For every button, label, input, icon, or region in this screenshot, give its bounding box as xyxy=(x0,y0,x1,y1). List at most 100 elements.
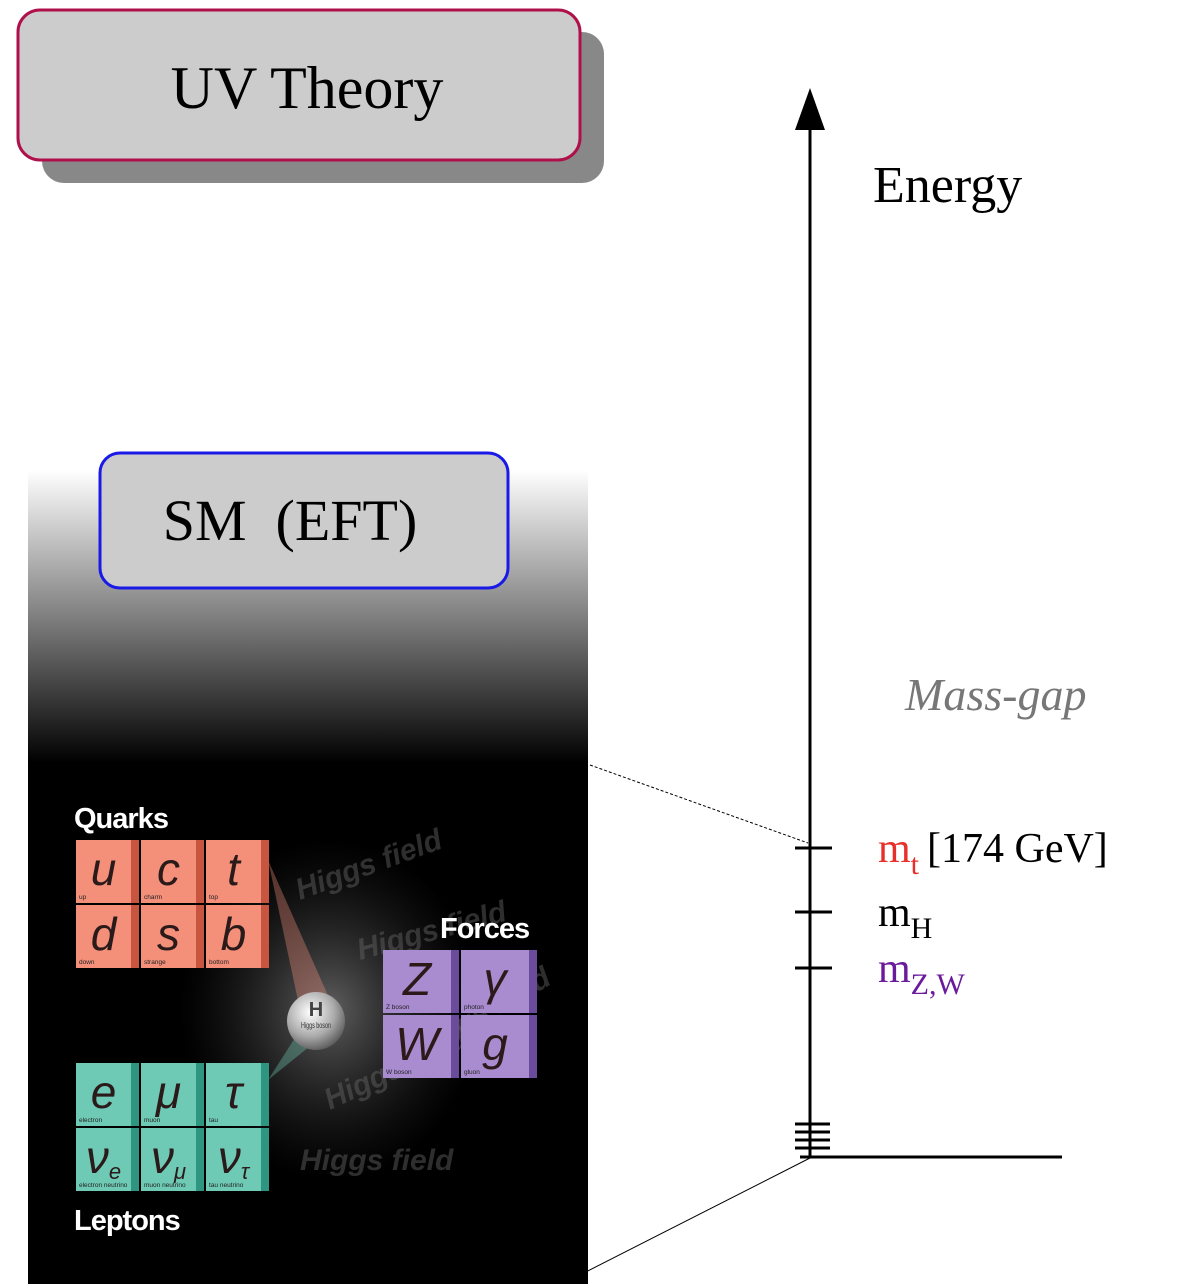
field-text: Higgs field xyxy=(300,1144,454,1177)
tile-side xyxy=(131,840,139,903)
tile xyxy=(461,1015,529,1078)
particle-name: strange xyxy=(144,959,166,966)
symbol: u xyxy=(91,843,117,895)
tile xyxy=(461,950,529,1013)
symbol: ν xyxy=(86,1131,109,1183)
particle-symbol: b xyxy=(221,908,247,960)
particle-name: photon xyxy=(464,1004,484,1011)
tile-side xyxy=(529,950,537,1013)
tile-side xyxy=(131,1128,139,1191)
tile-side xyxy=(529,1015,537,1078)
particle-name: down xyxy=(79,959,95,966)
scale-label: mt [174 GeV] xyxy=(878,826,1108,881)
particle-name: charm xyxy=(144,894,162,901)
tile xyxy=(383,950,451,1013)
tile xyxy=(76,840,131,903)
higgs-name: Higgs boson xyxy=(301,1021,331,1030)
particle-name: muon xyxy=(144,1117,161,1124)
particle-symbol: u xyxy=(91,843,117,895)
tile xyxy=(206,1128,261,1191)
group-title: Forces xyxy=(440,913,529,945)
tile xyxy=(141,840,196,903)
particle-symbol: τ xyxy=(225,1066,245,1118)
particle-symbol: νμ xyxy=(151,1131,186,1184)
tile-side xyxy=(451,1015,459,1078)
particle-symbol: ντ xyxy=(218,1131,251,1184)
scale-sub: H xyxy=(911,912,933,945)
perspective-line xyxy=(569,1157,811,1281)
particle-symbol: μ xyxy=(155,1066,181,1118)
tile xyxy=(206,1063,261,1126)
particle-symbol: g xyxy=(482,1018,508,1070)
symbol: s xyxy=(157,908,180,960)
tile xyxy=(76,1063,131,1126)
higgs-name-text: Higgs boson xyxy=(301,1021,331,1030)
tile-side xyxy=(261,1063,269,1126)
symbol: μ xyxy=(155,1066,181,1118)
sm-label: SM (EFT) xyxy=(163,488,418,553)
group-title: Leptons xyxy=(74,1205,180,1237)
particle-symbol: e xyxy=(91,1066,117,1118)
higgs-ball xyxy=(287,992,345,1050)
tile xyxy=(76,1128,131,1191)
scale-sub: Z,W xyxy=(911,968,966,1001)
scale-label: mH xyxy=(878,890,932,945)
symbol: d xyxy=(91,908,118,960)
tile-side xyxy=(451,950,459,1013)
tile-side xyxy=(196,840,204,903)
symbol: τ xyxy=(225,1066,245,1118)
symbol: W xyxy=(395,1018,443,1070)
symbol: ν xyxy=(151,1131,174,1183)
beam xyxy=(268,860,330,1010)
tile-side xyxy=(196,905,204,968)
higgs-symbol: H xyxy=(309,999,323,1021)
scale-sub: t xyxy=(911,848,920,881)
symbol: ν xyxy=(218,1131,241,1183)
particle-name: electron neutrino xyxy=(79,1182,128,1189)
particle-symbol: γ xyxy=(484,953,510,1005)
sm-box xyxy=(98,451,510,590)
axis-arrow xyxy=(795,88,825,130)
tile-side xyxy=(261,840,269,903)
tile-side xyxy=(196,1128,204,1191)
symbol: Z xyxy=(402,953,433,1005)
particle-name: top xyxy=(209,894,218,901)
tile xyxy=(141,905,196,968)
particle-symbol: Z xyxy=(402,953,433,1005)
tile-side xyxy=(261,905,269,968)
symbol-sub: τ xyxy=(241,1159,251,1184)
dashed-link xyxy=(589,764,809,844)
mass-gap: Mass-gap xyxy=(904,669,1086,720)
particle-name: electron xyxy=(79,1117,103,1124)
scale-label: mZ,W xyxy=(878,946,965,1001)
tile xyxy=(206,905,261,968)
scale-symbol: m xyxy=(878,890,911,936)
axis-label: Energy xyxy=(873,157,1022,214)
symbol: γ xyxy=(484,953,510,1005)
particle-name: Z boson xyxy=(386,1004,410,1011)
tile xyxy=(141,1063,196,1126)
tile-side xyxy=(196,1063,204,1126)
symbol: t xyxy=(227,843,242,895)
tile-side xyxy=(131,905,139,968)
tile xyxy=(383,1015,451,1078)
uv-box xyxy=(16,8,582,162)
scale-symbol: m xyxy=(878,826,911,872)
symbol: e xyxy=(91,1066,117,1118)
scale-text: [174 GeV] xyxy=(927,826,1108,872)
symbol: b xyxy=(221,908,247,960)
particle-symbol: W xyxy=(395,1018,443,1070)
symbol-sub: e xyxy=(109,1159,121,1184)
particle-symbol: νe xyxy=(86,1131,121,1184)
particle-name: up xyxy=(79,894,87,901)
particle-name: muon neutrino xyxy=(144,1182,186,1189)
tile xyxy=(76,905,131,968)
tile-side xyxy=(261,1128,269,1191)
particle-symbol: c xyxy=(157,843,180,895)
particle-name: bottom xyxy=(209,959,229,966)
particle-name: tau xyxy=(209,1117,218,1124)
particle-name: gluon xyxy=(464,1069,480,1076)
particle-symbol: t xyxy=(227,843,242,895)
